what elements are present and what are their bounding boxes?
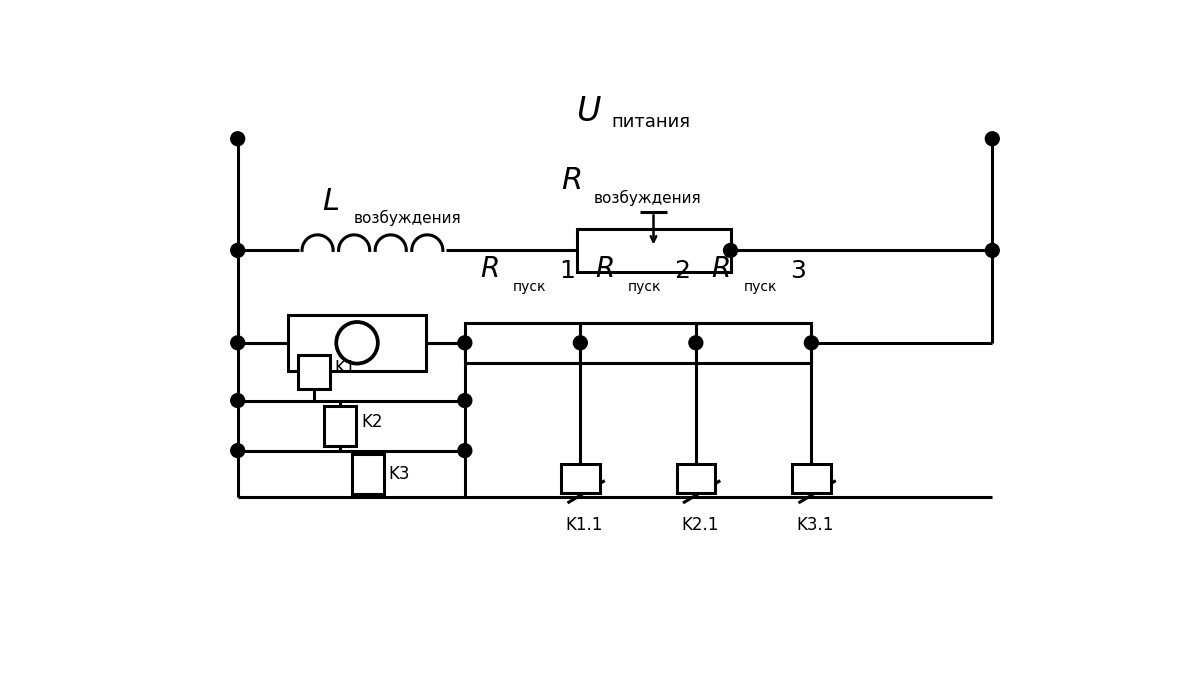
Circle shape: [985, 244, 1000, 257]
Text: 3: 3: [790, 259, 805, 283]
Text: R: R: [480, 254, 499, 283]
Bar: [288, 315, 426, 371]
Circle shape: [458, 394, 472, 408]
Text: возбуждения: возбуждения: [594, 190, 701, 206]
Circle shape: [804, 336, 818, 350]
Text: 2: 2: [674, 259, 690, 283]
Text: K3.1: K3.1: [797, 516, 834, 534]
Text: пуск: пуск: [512, 279, 546, 294]
Circle shape: [230, 443, 245, 458]
Bar: [581, 323, 696, 363]
Text: R: R: [595, 254, 616, 283]
Bar: [562, 464, 600, 493]
Text: K2: K2: [361, 412, 383, 431]
Circle shape: [230, 244, 245, 257]
Text: K2.1: K2.1: [682, 516, 719, 534]
Text: L: L: [323, 187, 340, 216]
Circle shape: [230, 336, 245, 350]
Text: K1: K1: [335, 359, 356, 377]
Text: K3: K3: [389, 464, 410, 483]
Text: K1.1: K1.1: [565, 516, 602, 534]
Bar: [352, 454, 384, 493]
Bar: [576, 230, 731, 271]
Text: возбуждения: возбуждения: [353, 210, 461, 225]
Circle shape: [230, 132, 245, 146]
Text: питания: питания: [611, 113, 690, 131]
Text: 1: 1: [559, 259, 575, 283]
Circle shape: [574, 336, 587, 350]
Bar: [677, 464, 715, 493]
Bar: [298, 355, 330, 389]
Circle shape: [458, 336, 472, 350]
Circle shape: [689, 336, 703, 350]
Text: U: U: [576, 95, 601, 128]
Bar: [792, 464, 830, 493]
Text: R: R: [562, 166, 582, 195]
Bar: [696, 323, 811, 363]
Bar: [464, 323, 581, 363]
Circle shape: [985, 132, 1000, 146]
Circle shape: [724, 244, 738, 257]
Text: пуск: пуск: [744, 279, 778, 294]
Text: R: R: [712, 254, 731, 283]
Bar: [324, 406, 356, 446]
Circle shape: [458, 443, 472, 458]
Circle shape: [230, 394, 245, 408]
Text: пуск: пуск: [628, 279, 661, 294]
